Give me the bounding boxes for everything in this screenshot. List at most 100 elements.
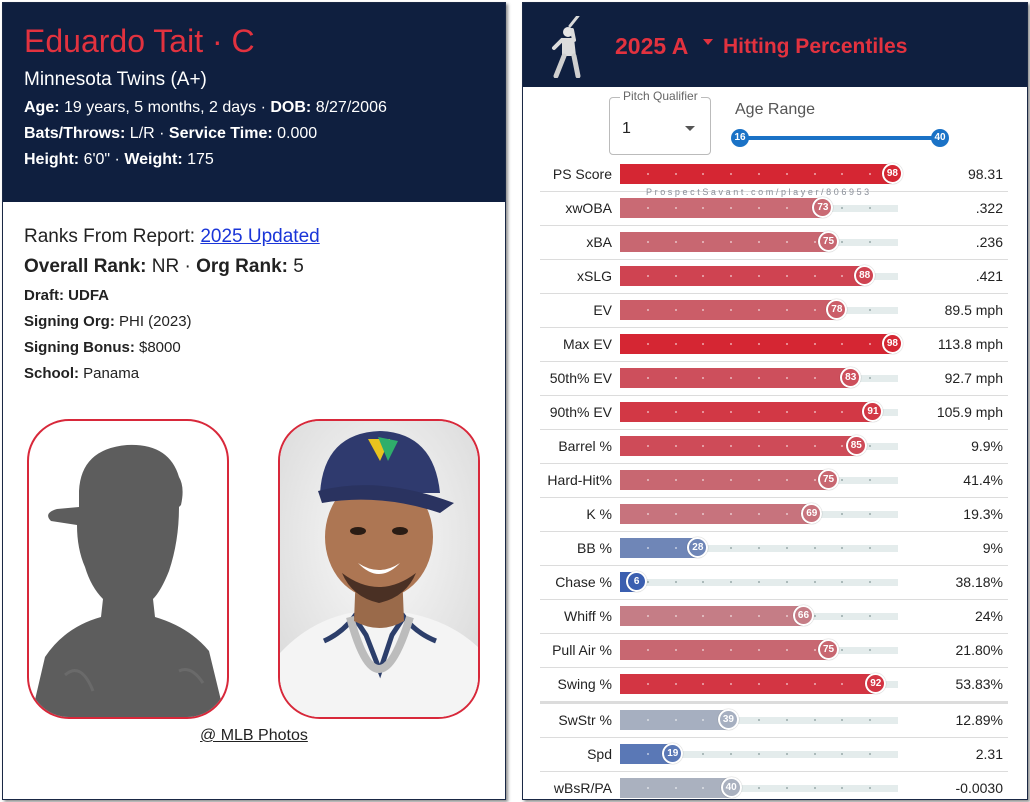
bar-tick [758,479,760,481]
age-range-label: Age Range [735,101,816,118]
bar-tick [730,411,733,413]
bar-tick [785,309,788,311]
chevron-down-icon[interactable] [703,39,713,45]
bar-tick [702,787,705,789]
metric-label: K % [586,506,612,522]
pitch-qualifier-select[interactable]: Pitch Qualifier 1 [609,89,711,155]
percentile-bar [620,402,873,422]
bar-tick [646,649,649,651]
bar-tick [646,615,649,617]
school-label: School: [24,365,79,382]
bar-tick [674,275,677,277]
bar-tick [813,173,816,175]
track-tick [841,581,844,583]
metric-value: 105.9 mph [936,404,1003,420]
track-tick [758,787,760,789]
age-range-slider[interactable] [741,136,941,140]
metric-value: 19.3% [963,506,1003,522]
school-row: School: Panama [24,365,505,382]
age-max-handle[interactable]: 40 [931,129,949,147]
track-tick [869,719,872,721]
percentiles-card: 2025 A Hitting Percentiles Pitch Qualifi… [522,2,1028,800]
bar-tick [674,787,677,789]
percentile-knob: 78 [826,299,848,320]
metric-value: 9% [982,540,1003,556]
percentile-knob: 83 [840,367,862,388]
bar-tick [646,547,649,549]
pitch-qualifier-label: Pitch Qualifier [620,89,701,103]
bar-tick [785,377,788,379]
bar-tick [758,615,760,617]
age-min-handle[interactable]: 16 [731,129,749,147]
track-tick [869,513,872,515]
track-tick [869,547,872,549]
bar-tick [785,479,788,481]
bar-tick [841,343,844,345]
bar-tick [702,343,705,345]
metric-row: xSLG 88 .421 [540,260,1008,294]
bar-tick [674,445,677,447]
bar-tick [813,683,816,685]
bar-tick [730,241,733,243]
metric-row: SwStr % 39 12.89% [540,704,1008,738]
bar-tick [841,683,844,685]
bar-tick [730,309,733,311]
percentile-knob: 98 [881,163,903,184]
metric-label: 90th% EV [549,404,612,420]
track-tick [813,581,816,583]
draft-row: Draft: UDFA [24,287,505,304]
bar-tick [702,445,705,447]
org-rank-label: Org Rank: [196,256,288,277]
bar-tick [730,343,733,345]
silhouette-image [27,419,229,719]
bar-tick [841,411,844,413]
bar-tick [730,207,733,209]
bar-tick [702,275,705,277]
watermark: ProspectSavant.com/player/806953 [646,187,872,197]
bar-tick [674,615,677,617]
bar-tick [702,649,705,651]
percentile-knob: 19 [662,743,684,764]
service-time-label: Service Time: [168,125,273,142]
bar-tick [813,343,816,345]
player-header: Eduardo Tait · C Minnesota Twins (A+) Ag… [3,3,505,202]
bar-tick [646,753,649,755]
metric-label: SwStr % [558,712,612,728]
track-tick [869,309,872,311]
player-photo [278,419,480,719]
bar-tick [813,445,816,447]
percentile-bar [620,164,893,184]
metric-label: xwOBA [565,200,612,216]
metric-row: Barrel % 85 9.9% [540,430,1008,464]
percentile-rows: PS Score 98 98.31 ProspectSavant.com/player… [540,158,1008,799]
track-tick [869,615,872,617]
draft-label: Draft: [24,287,64,304]
track-tick [813,547,816,549]
metric-label: Max EV [562,336,612,352]
metric-value: .322 [975,200,1003,216]
service-time-value: 0.000 [277,125,318,142]
bar-tick [758,275,760,277]
bar-tick [702,513,705,515]
photo-credit[interactable]: @ MLB Photos [200,727,308,744]
track-tick [758,719,760,721]
bar-tick [646,377,649,379]
bar-tick [730,513,733,515]
track-tick [841,753,844,755]
bar-tick [646,445,649,447]
percentile-knob: 40 [720,777,742,798]
track-tick [730,581,733,583]
metric-value: 24% [974,608,1003,624]
season-selector[interactable]: 2025 A [615,33,689,59]
age-value: 19 years, 5 months, 2 days [64,99,257,116]
signing-bonus-label: Signing Bonus: [24,339,135,356]
metric-value: 92.7 mph [944,370,1003,386]
bar-tick [674,377,677,379]
bar-tick [813,479,816,481]
rank-row: Overall Rank: NR · Org Rank: 5 [24,256,304,277]
bar-tick [758,207,760,209]
bar-tick [674,513,677,515]
bar-tick [785,275,788,277]
report-link[interactable]: 2025 Updated [200,226,320,247]
bar-tick [730,615,733,617]
